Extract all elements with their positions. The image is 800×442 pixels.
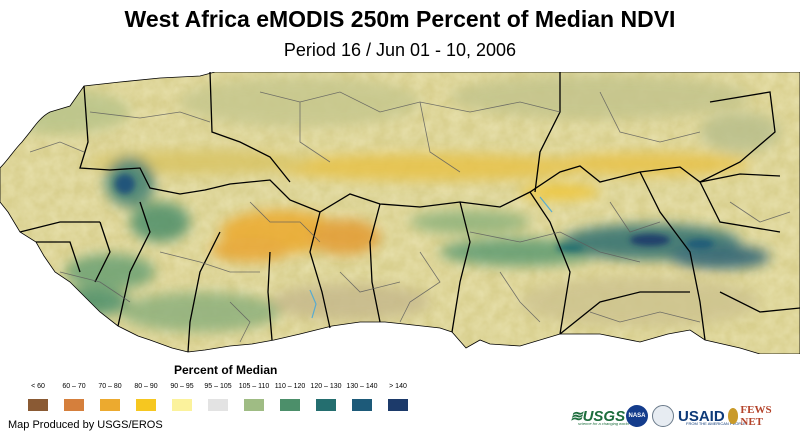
ndvi-map: [0, 72, 800, 354]
usaid-logo-text: USAID: [678, 407, 725, 425]
legend-class-label: 70 – 80: [98, 383, 122, 390]
legend-class-swatch: [208, 399, 228, 411]
legend-class-swatch: [172, 399, 192, 411]
legend-title: Percent of Median: [174, 363, 277, 377]
fewsnet-logo: FEWS NET: [728, 404, 777, 428]
legend-class-label: < 60: [31, 383, 45, 390]
legend-class-swatch: [316, 399, 336, 411]
legend-title-prefix: Percent of: [174, 363, 237, 377]
nasa-logo-text: NASA: [628, 413, 646, 419]
map-title: West Africa eMODIS 250m Percent of Media…: [124, 6, 676, 32]
nasa-logo: NASA: [626, 405, 648, 427]
map-subtitle: Period 16 / Jun 01 - 10, 2006: [283, 40, 517, 60]
usaid-logo: USAID FROM THE AMERICAN PEOPLE: [678, 405, 746, 427]
legend-class-swatch: [100, 399, 120, 411]
legend-class-swatch: [28, 399, 48, 411]
legend-class-label: 130 – 140: [346, 383, 378, 390]
legend-title-emph: Median: [236, 363, 278, 377]
seal-icon: [652, 405, 674, 427]
usgs-logo: ≋USGS science for a changing world: [570, 405, 629, 427]
legend-class-label: 105 – 110: [238, 383, 270, 390]
legend-class-swatch: [280, 399, 300, 411]
legend-class-swatch: [244, 399, 264, 411]
credit-text: Map Produced by USGS/EROS: [8, 419, 163, 431]
legend-class-label: 60 – 70: [62, 383, 86, 390]
legend-class-swatch: [136, 399, 156, 411]
rivers: [309, 196, 553, 319]
fewsnet-logo-text: FEWS NET: [740, 404, 772, 428]
fewsnet-badge-icon: [728, 408, 739, 424]
legend-class-label: 95 – 105: [204, 383, 232, 390]
legend-class-label: 120 – 130: [310, 383, 342, 390]
legend-class-swatch: [352, 399, 372, 411]
admin-borders: [29, 91, 791, 343]
legend-class-swatch: [64, 399, 84, 411]
legend-class-label: 110 – 120: [274, 383, 306, 390]
legend-class-label: 90 – 95: [170, 383, 194, 390]
ndvi-patches: [0, 75, 780, 332]
high-ndvi-spots: [115, 174, 714, 252]
country-borders: [0, 72, 800, 354]
usgs-tagline: science for a changing world: [578, 421, 629, 426]
legend-class-label: > 140: [389, 383, 407, 390]
legend-class-label: 80 – 90: [134, 383, 158, 390]
usgs-logo-text: ≋USGS: [570, 408, 626, 425]
ndvi-raster: [0, 72, 800, 354]
legend-class-swatch: [388, 399, 408, 411]
usaid-tagline: FROM THE AMERICAN PEOPLE: [686, 421, 746, 426]
